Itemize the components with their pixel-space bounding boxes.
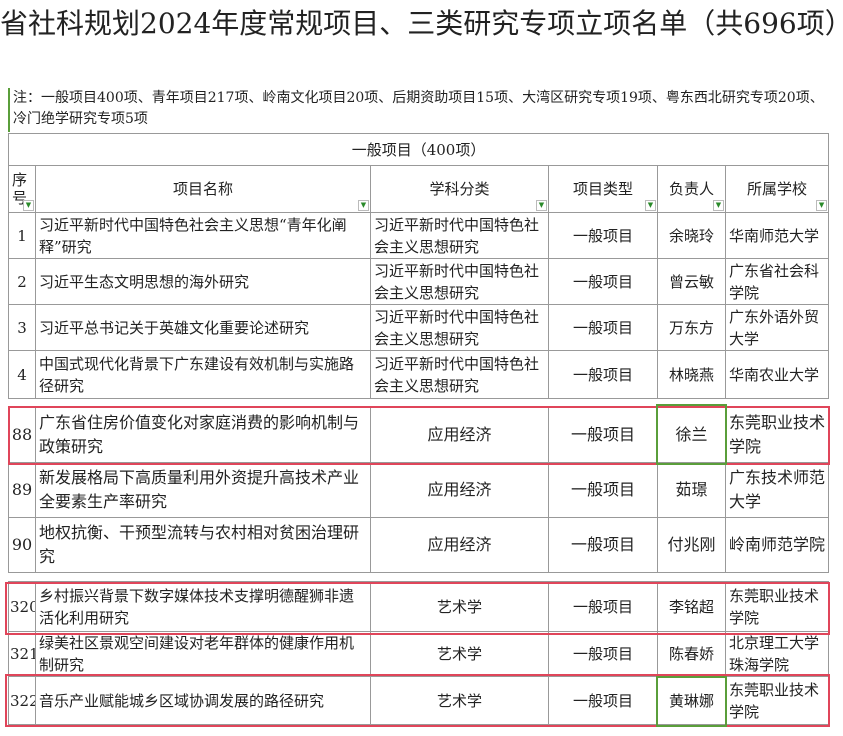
cell-row-number[interactable]: 3 <box>8 304 36 351</box>
table-row: 322音乐产业赋能城乡区域协调发展的路径研究艺术学一般项目黄琳娜东莞职业技术学院 <box>8 676 829 725</box>
cell-discipline[interactable]: 艺术学 <box>370 631 549 677</box>
cell-row-number[interactable]: 90 <box>8 517 36 573</box>
column-header-project-name[interactable]: 项目名称 ▼ <box>35 165 371 213</box>
cell-project-type[interactable]: 一般项目 <box>548 350 658 399</box>
cell-project-type[interactable]: 一般项目 <box>548 462 658 518</box>
cell-row-number[interactable]: 4 <box>8 350 36 399</box>
filter-dropdown-icon[interactable]: ▼ <box>645 200 656 211</box>
header-table: 一般项目（400项） 序号 ▼ 项目名称 ▼ 学科分类 ▼ 项目类型 ▼ 负责人 ▼ 所属学校 ▼ <box>7 133 830 213</box>
section-header[interactable]: 一般项目（400项） <box>7 133 830 166</box>
cell-row-number[interactable]: 1 <box>8 212 36 259</box>
table-row: 1 习近平新时代中国特色社会主义思想“青年化阐释”研究 习近平新时代中国特色社会主义… <box>8 212 829 259</box>
cell-leader[interactable]: 陈春娇 <box>657 631 726 677</box>
cell-school[interactable]: 东莞职业技术学院 <box>725 406 829 463</box>
cell-discipline[interactable]: 应用经济 <box>370 517 549 573</box>
cell-school[interactable]: 华南师范大学 <box>725 212 829 259</box>
column-header-school[interactable]: 所属学校 ▼ <box>724 165 830 213</box>
column-header-label: 项目名称 <box>172 180 233 198</box>
cell-project-name[interactable]: 地权抗衡、干预型流转与农村相对贫困治理研究 <box>35 517 371 573</box>
cell-row-number[interactable]: 89 <box>8 462 36 518</box>
cell-discipline[interactable]: 习近平新时代中国特色社会主义思想研究 <box>370 258 549 305</box>
filter-dropdown-icon[interactable]: ▼ <box>816 200 828 211</box>
cell-school[interactable]: 华南农业大学 <box>725 350 829 399</box>
cell-discipline[interactable]: 习近平新时代中国特色社会主义思想研究 <box>370 350 549 399</box>
cell-project-name[interactable]: 习近平新时代中国特色社会主义思想“青年化阐释”研究 <box>35 212 371 259</box>
cell-leader[interactable]: 曾云敏 <box>657 258 726 305</box>
cell-leader[interactable]: 徐兰 <box>657 406 726 463</box>
cell-discipline[interactable]: 应用经济 <box>370 462 549 518</box>
column-header-leader[interactable]: 负责人 ▼ <box>657 165 726 213</box>
cell-leader[interactable]: 付兆刚 <box>657 517 726 573</box>
cell-leader[interactable]: 黄琳娜 <box>657 676 726 725</box>
note-cell[interactable]: 注：一般项目400项、青年项目217项、岭南文化项目20项、后期资助项目15项、… <box>8 88 828 132</box>
cell-discipline[interactable]: 应用经济 <box>370 406 549 463</box>
cell-project-name[interactable]: 新发展格局下高质量利用外资提升高技术产业全要素生产率研究 <box>35 462 371 518</box>
cell-row-number[interactable]: 88 <box>8 406 36 463</box>
table-row: 320乡村振兴背景下数字媒体技术支撑明德醒狮非遗活化利用研究艺术学一般项目李铭超… <box>8 581 829 632</box>
cell-school[interactable]: 广东技术师范大学 <box>725 462 829 518</box>
column-header-label: 所属学校 <box>747 180 808 198</box>
cell-project-type[interactable]: 一般项目 <box>548 581 658 632</box>
cell-project-type[interactable]: 一般项目 <box>548 517 658 573</box>
cell-discipline[interactable]: 艺术学 <box>370 581 549 632</box>
cell-leader[interactable]: 余晓玲 <box>657 212 726 259</box>
column-header-project-type[interactable]: 项目类型 ▼ <box>548 165 658 213</box>
cell-leader[interactable]: 万东方 <box>657 304 726 351</box>
cell-project-type[interactable]: 一般项目 <box>548 212 658 259</box>
cell-school[interactable]: 北京理工大学珠海学院 <box>725 631 829 677</box>
cell-project-name[interactable]: 音乐产业赋能城乡区域协调发展的路径研究 <box>35 676 371 725</box>
table-block-3: 320乡村振兴背景下数字媒体技术支撑明德醒狮非遗活化利用研究艺术学一般项目李铭超… <box>8 581 829 725</box>
cell-school[interactable]: 广东省社会科学院 <box>725 258 829 305</box>
cell-project-type[interactable]: 一般项目 <box>548 406 658 463</box>
column-header-label: 项目类型 <box>572 180 633 198</box>
cell-project-name[interactable]: 习近平生态文明思想的海外研究 <box>35 258 371 305</box>
column-header-label: 学科分类 <box>429 180 490 198</box>
cell-discipline[interactable]: 艺术学 <box>370 676 549 725</box>
page-title: 省社科规划2024年度常规项目、三类研究专项立项名单（共696项） <box>0 7 843 40</box>
cell-project-name[interactable]: 乡村振兴背景下数字媒体技术支撑明德醒狮非遗活化利用研究 <box>35 581 371 632</box>
filter-dropdown-icon[interactable]: ▼ <box>713 200 724 211</box>
cell-school[interactable]: 东莞职业技术学院 <box>725 581 829 632</box>
cell-school[interactable]: 岭南师范学院 <box>725 517 829 573</box>
column-header-row-number[interactable]: 序号 ▼ <box>8 165 36 213</box>
cell-project-name[interactable]: 习近平总书记关于英雄文化重要论述研究 <box>35 304 371 351</box>
filter-dropdown-icon[interactable]: ▼ <box>358 200 369 211</box>
table-block-1: 1 习近平新时代中国特色社会主义思想“青年化阐释”研究 习近平新时代中国特色社会主义… <box>8 212 829 399</box>
cell-row-number[interactable]: 322 <box>8 676 36 725</box>
cell-discipline[interactable]: 习近平新时代中国特色社会主义思想研究 <box>370 212 549 259</box>
cell-project-name[interactable]: 中国式现代化背景下广东建设有效机制与实施路径研究 <box>35 350 371 399</box>
cell-project-name[interactable]: 广东省住房价值变化对家庭消费的影响机制与政策研究 <box>35 406 371 463</box>
cell-row-number[interactable]: 321 <box>8 631 36 677</box>
cell-discipline[interactable]: 习近平新时代中国特色社会主义思想研究 <box>370 304 549 351</box>
cell-row-number[interactable]: 320 <box>8 581 36 632</box>
table-block-2: 88 广东省住房价值变化对家庭消费的影响机制与政策研究 应用经济 一般项目 徐兰 东莞职业… <box>8 406 829 573</box>
filter-dropdown-icon[interactable]: ▼ <box>23 200 34 211</box>
table-row: 2 习近平生态文明思想的海外研究 习近平新时代中国特色社会主义思想研究 一般项目 曾云敏… <box>8 258 829 305</box>
cell-row-number[interactable]: 2 <box>8 258 36 305</box>
table-row: 88 广东省住房价值变化对家庭消费的影响机制与政策研究 应用经济 一般项目 徐兰 东莞职业… <box>8 406 829 463</box>
cell-project-type[interactable]: 一般项目 <box>548 258 658 305</box>
table-row: 321绿美社区景观空间建设对老年群体的健康作用机制研究艺术学一般项目陈春娇北京理… <box>8 631 829 677</box>
cell-project-name[interactable]: 绿美社区景观空间建设对老年群体的健康作用机制研究 <box>35 631 371 677</box>
cell-leader[interactable]: 李铭超 <box>657 581 726 632</box>
cell-leader[interactable]: 茹璟 <box>657 462 726 518</box>
column-header-discipline[interactable]: 学科分类 ▼ <box>370 165 549 213</box>
table-row: 3 习近平总书记关于英雄文化重要论述研究 习近平新时代中国特色社会主义思想研究 一般项… <box>8 304 829 351</box>
column-header-label: 负责人 <box>668 180 714 198</box>
cell-project-type[interactable]: 一般项目 <box>548 676 658 725</box>
table-row: 90 地权抗衡、干预型流转与农村相对贫困治理研究 应用经济 一般项目 付兆刚 岭南师范学院 <box>8 517 829 573</box>
table-row: 89 新发展格局下高质量利用外资提升高技术产业全要素生产率研究 应用经济 一般项目 茹璟… <box>8 462 829 518</box>
cell-project-type[interactable]: 一般项目 <box>548 304 658 351</box>
table-row: 4 中国式现代化背景下广东建设有效机制与实施路径研究 习近平新时代中国特色社会主义思… <box>8 350 829 399</box>
filter-dropdown-icon[interactable]: ▼ <box>536 200 547 211</box>
cell-school[interactable]: 东莞职业技术学院 <box>725 676 829 725</box>
cell-leader[interactable]: 林晓燕 <box>657 350 726 399</box>
cell-project-type[interactable]: 一般项目 <box>548 631 658 677</box>
cell-school[interactable]: 广东外语外贸大学 <box>725 304 829 351</box>
